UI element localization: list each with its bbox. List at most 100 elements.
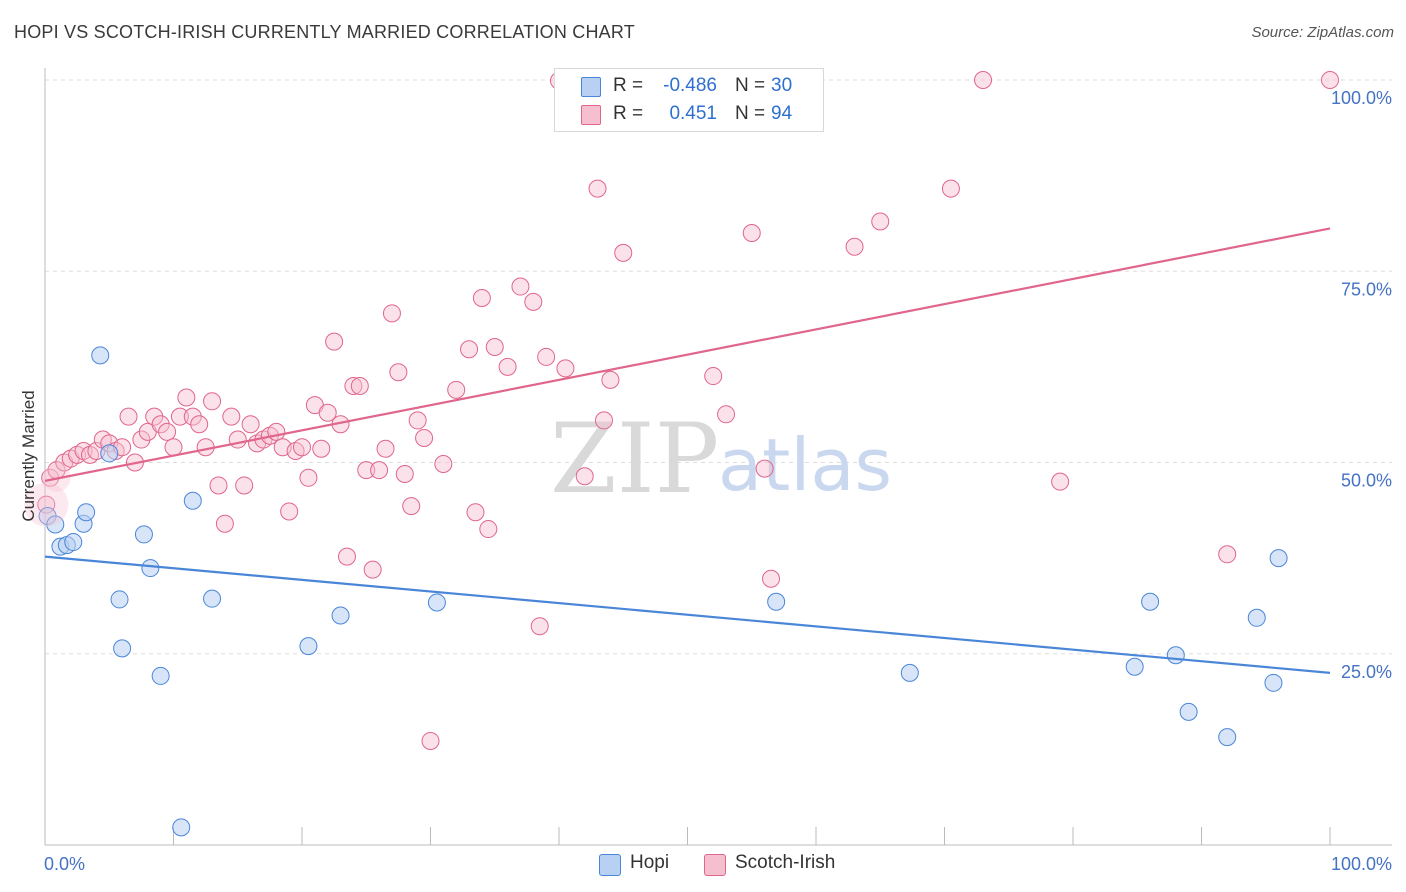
scotch-irish-point <box>325 332 344 351</box>
scotch-irish-point <box>1051 472 1070 491</box>
scotch-irish-point <box>318 403 337 422</box>
scotch-irish-r-value: 0.451 <box>669 103 717 124</box>
legend-hopi-swatch <box>599 854 621 876</box>
scotch-irish-point <box>447 380 466 399</box>
scotch-irish-point <box>170 407 189 426</box>
scotch-irish-n-label: N = <box>735 103 766 124</box>
y-tick-labels: 25.0% 50.0% 75.0% 100.0% <box>1331 88 1392 682</box>
scotch-irish-point <box>280 502 299 521</box>
scotch-irish-point <box>421 731 440 750</box>
hopi-point <box>100 444 119 463</box>
scotch-irish-point <box>357 461 376 480</box>
scotch-irish-point <box>382 304 401 323</box>
hopi-point <box>203 589 222 608</box>
data-points <box>24 71 1339 837</box>
scotch-irish-point <box>588 179 607 198</box>
scotch-irish-point <box>742 224 761 242</box>
scotch-irish-point <box>344 377 363 395</box>
legend-scotch-irish-label: Scotch-Irish <box>735 852 836 873</box>
scotch-irish-point <box>293 438 311 457</box>
hopi-point <box>151 666 170 685</box>
y-tick-label: 50.0% <box>1341 471 1392 491</box>
scotch-irish-point <box>601 370 620 389</box>
scotch-irish-point <box>460 340 479 359</box>
scotch-irish-point <box>158 422 177 441</box>
scotch-irish-point <box>215 514 234 533</box>
scotch-irish-point <box>408 411 427 430</box>
scotch-irish-point <box>203 392 222 411</box>
scotch-irish-point <box>485 337 504 356</box>
scotch-irish-point <box>337 547 356 566</box>
scotch-irish-point <box>145 407 164 426</box>
hopi-point <box>1141 592 1160 611</box>
hopi-point <box>183 491 202 510</box>
hopi-point <box>134 525 153 544</box>
hopi-point <box>1269 549 1288 568</box>
scotch-irish-point <box>235 476 254 495</box>
scotch-irish-point <box>479 520 498 539</box>
scotch-irish-point <box>228 430 247 449</box>
scotch-irish-point <box>312 439 331 458</box>
hopi-point <box>91 346 110 365</box>
watermark-zip: ZIP <box>550 403 719 515</box>
scotch-irish-point <box>704 367 723 386</box>
x-tick-label-max: 100.0% <box>1331 854 1392 874</box>
chart-title: HOPI VS SCOTCH-IRISH CURRENTLY MARRIED C… <box>14 22 635 42</box>
legend-row-hopi: R = -0.486 N = 30 <box>555 73 823 101</box>
scotch-irish-point <box>376 439 395 458</box>
correlation-legend: R = -0.486 N = 30 R = 0.451 N = 94 <box>554 68 824 132</box>
scotch-irish-point <box>395 464 414 483</box>
hopi-swatch <box>581 77 601 97</box>
scotch-irish-cluster-point <box>24 482 69 527</box>
scotch-irish-point <box>594 411 613 430</box>
scotch-irish-point <box>151 415 170 434</box>
y-axis-label: Currently Married <box>19 390 38 521</box>
scotch-irish-r-label: R = <box>613 103 644 124</box>
hopi-trend-line <box>44 555 1331 674</box>
scotch-irish-point <box>974 71 993 89</box>
scotch-irish-point <box>1218 545 1237 564</box>
series-legend: Hopi Scotch-Irish <box>0 852 1406 878</box>
scotch-irish-swatch <box>581 105 601 125</box>
scotch-irish-point <box>762 569 781 588</box>
scotch-irish-point <box>614 243 633 262</box>
scotch-irish-point <box>845 237 864 256</box>
scotch-irish-point <box>755 459 774 478</box>
scotch-irish-point <box>466 503 485 522</box>
y-tick-label: 25.0% <box>1341 662 1392 682</box>
source-label: Source: ZipAtlas.com <box>1251 24 1394 41</box>
hopi-r-label: R = <box>613 75 644 96</box>
scotch-irish-point <box>267 422 286 441</box>
scotch-irish-point <box>183 407 202 426</box>
scotch-irish-point <box>164 438 183 457</box>
scotch-irish-trend-line <box>44 227 1331 482</box>
scotch-irish-point <box>871 212 890 231</box>
scotch-irish-point <box>209 476 228 495</box>
scotch-irish-point <box>511 277 530 296</box>
hopi-point <box>1218 728 1237 747</box>
hopi-point <box>113 639 132 658</box>
scotch-irish-point <box>537 347 556 366</box>
hopi-point <box>1125 657 1144 676</box>
hopi-point <box>1247 608 1266 627</box>
scotch-irish-point <box>402 497 421 516</box>
hopi-point <box>77 503 96 522</box>
scotch-irish-n-value: 94 <box>771 103 793 124</box>
scotch-irish-point <box>370 461 389 480</box>
hopi-point <box>767 592 786 611</box>
hopi-r-value: -0.486 <box>663 75 717 96</box>
scotch-irish-point <box>556 359 575 378</box>
hopi-point <box>331 606 350 625</box>
y-tick-label: 75.0% <box>1341 279 1392 299</box>
x-tick-label-min: 0.0% <box>44 854 85 874</box>
trend-lines <box>44 227 1331 674</box>
hopi-n-label: N = <box>735 75 766 96</box>
legend-scotch-irish-swatch <box>704 854 726 876</box>
scotch-irish-point <box>717 405 736 424</box>
hopi-point <box>1179 702 1198 721</box>
hopi-point <box>427 593 446 612</box>
hopi-point <box>172 818 191 837</box>
scotch-irish-point <box>222 407 241 426</box>
scotch-irish-point <box>575 467 594 486</box>
